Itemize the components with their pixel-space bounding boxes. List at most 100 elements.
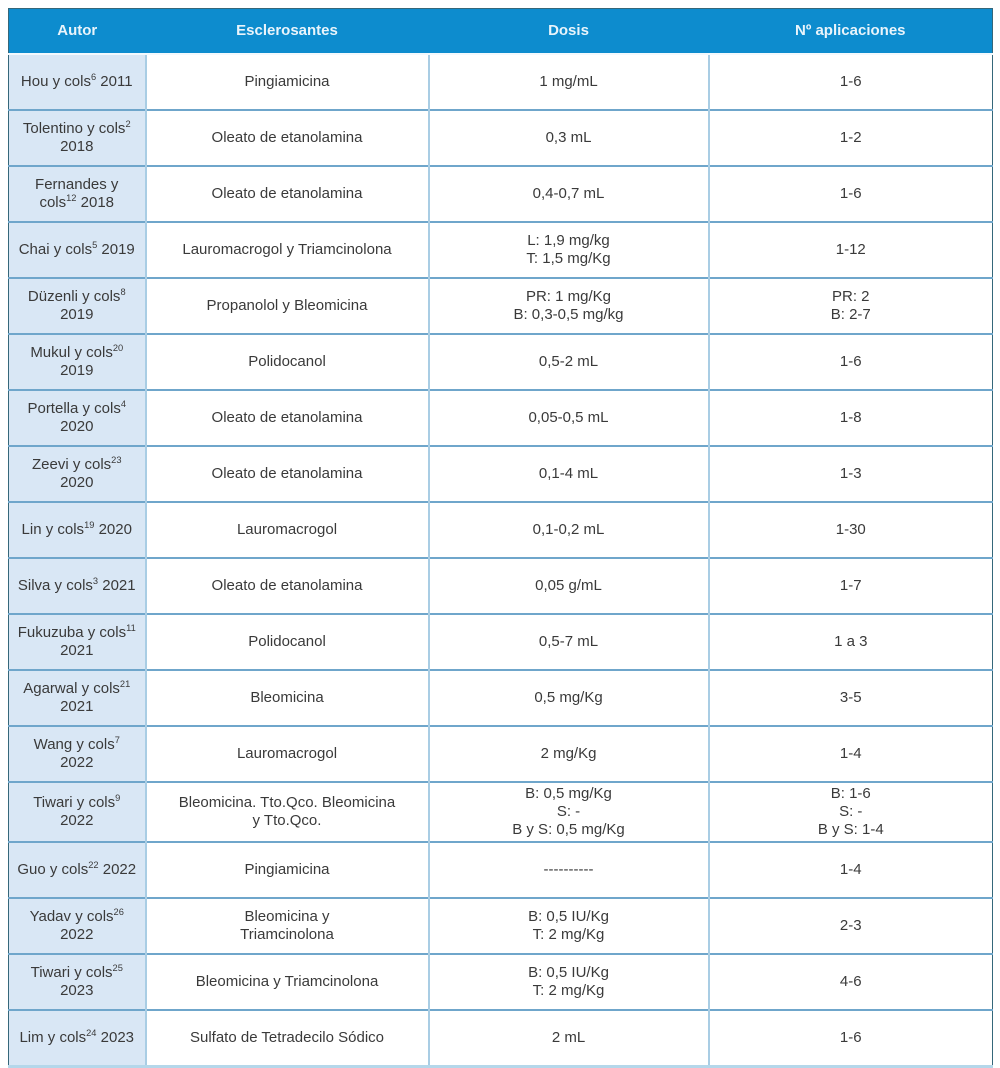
- dose-cell: B: 0,5 IU/Kg T: 2 mg/Kg: [427, 953, 709, 1010]
- dose-cell: 2 mg/Kg: [427, 725, 709, 782]
- reference-superscript: 23: [111, 455, 122, 465]
- sclerosant-cell: Lauromacrogol: [144, 725, 429, 782]
- table-row: Hou y cols6 2011 Pingiamicina 1 mg/mL 1-6: [8, 54, 993, 110]
- dose-cell: 0,5-7 mL: [427, 613, 709, 670]
- sclerosant-cell: Lauromacrogol: [144, 501, 429, 558]
- applications-cell: 1 a 3: [707, 613, 993, 670]
- author-year: 2020: [98, 521, 132, 538]
- table-row: Yadav y cols26 2022 Bleomicina y Triamcin…: [8, 897, 993, 954]
- author-year: 2023: [60, 982, 94, 999]
- author-cell: Silva y cols3 2021: [8, 557, 146, 614]
- reference-superscript: 19: [84, 520, 95, 530]
- applications-cell: 1-6: [707, 165, 993, 222]
- dose-cell: 0,5-2 mL: [427, 333, 709, 390]
- sclerosant-cell: Bleomicina y Triamcinolona: [144, 953, 429, 1010]
- reference-superscript: 11: [126, 623, 136, 633]
- dose-cell: 0,5 mg/Kg: [427, 669, 709, 726]
- table-header-row: Autor Esclerosantes Dosis Nº aplicacione…: [8, 8, 993, 55]
- table-row: Guo y cols22 2022 Pingiamicina ---------- 1…: [8, 841, 993, 898]
- author-name: Lim y cols: [19, 1029, 87, 1046]
- author-name: Lin y cols: [21, 521, 85, 538]
- sclerosant-cell: Polidocanol: [144, 333, 429, 390]
- author-name: Portella y cols: [27, 400, 121, 417]
- reference-superscript: 2: [125, 119, 131, 129]
- author-cell: Yadav y cols26 2022: [8, 897, 146, 954]
- sclerosant-cell: Propanolol y Bleomicina: [144, 277, 429, 334]
- applications-cell: 1-4: [707, 725, 993, 782]
- applications-cell: 2-3: [707, 897, 993, 954]
- author-year: 2019: [101, 241, 135, 258]
- sclerosant-cell: Bleomicina. Tto.Qco. Bleomicina y Tto.Qc…: [144, 781, 429, 842]
- table-row: Lin y cols19 2020 Lauromacrogol 0,1-0,2 mL…: [8, 501, 993, 558]
- reference-superscript: 6: [90, 72, 97, 82]
- reference-superscript: 24: [86, 1028, 97, 1038]
- applications-cell: 1-6: [707, 333, 993, 390]
- author-cell: Hou y cols6 2011: [8, 54, 146, 110]
- author-cell: Guo y cols22 2022: [8, 841, 146, 898]
- sclerosant-cell: Oleato de etanolamina: [144, 445, 429, 502]
- table-body: Hou y cols6 2011 Pingiamicina 1 mg/mL 1-6 To…: [8, 54, 993, 1067]
- reference-superscript: 8: [120, 287, 126, 297]
- author-name: Yadav y cols: [29, 908, 114, 925]
- reference-superscript: 7: [114, 735, 120, 745]
- author-year: 2021: [60, 642, 94, 659]
- author-cell: Fukuzuba y cols11 2021: [8, 613, 146, 670]
- author-name: Tiwari y cols: [30, 964, 113, 981]
- dose-cell: B: 0,5 IU/Kg T: 2 mg/Kg: [427, 897, 709, 954]
- table-row: Fukuzuba y cols11 2021 Polidocanol 0,5-7 m…: [8, 613, 993, 670]
- author-name: Fernandes y cols: [35, 176, 119, 211]
- applications-cell: 1-8: [707, 389, 993, 446]
- table-row: Chai y cols5 2019 Lauromacrogol y Triamci…: [8, 221, 993, 278]
- author-year: 2022: [60, 926, 94, 943]
- author-name: Guo y cols: [17, 861, 89, 878]
- author-cell: Zeevi y cols23 2020: [8, 445, 146, 502]
- dose-cell: 2 mL: [427, 1009, 709, 1067]
- applications-cell: 3-5: [707, 669, 993, 726]
- dose-cell: 0,1-4 mL: [427, 445, 709, 502]
- applications-cell: 1-12: [707, 221, 993, 278]
- author-cell: Tolentino y cols2 2018: [8, 109, 146, 166]
- author-cell: Lim y cols24 2023: [8, 1009, 146, 1067]
- author-year: 2021: [60, 698, 94, 715]
- table-row: Tiwari y cols25 2023 Bleomicina y Triamci…: [8, 953, 993, 1010]
- header-autor: Autor: [8, 8, 146, 55]
- author-year: 2020: [60, 418, 94, 435]
- author-name: Düzenli y cols: [27, 288, 121, 305]
- dose-cell: ----------: [427, 841, 709, 898]
- sclerosant-cell: Oleato de etanolamina: [144, 109, 429, 166]
- reference-superscript: 25: [112, 963, 123, 973]
- sclerotherapy-studies-table: Autor Esclerosantes Dosis Nº aplicacione…: [8, 8, 993, 1068]
- table-row: Tiwari y cols9 2022 Bleomicina. Tto.Qco. …: [8, 781, 993, 842]
- table-row: Tolentino y cols2 2018 Oleato de etanolam…: [8, 109, 993, 166]
- author-year: 2022: [102, 861, 137, 878]
- author-cell: Fernandes y cols12 2018: [8, 165, 146, 222]
- table-row: Portella y cols4 2020 Oleato de etanolami…: [8, 389, 993, 446]
- table-row: Zeevi y cols23 2020 Oleato de etanolamina…: [8, 445, 993, 502]
- author-year: 2019: [60, 362, 94, 379]
- author-name: Silva y cols: [17, 577, 93, 594]
- author-year: 2011: [100, 73, 133, 90]
- sclerosant-cell: Polidocanol: [144, 613, 429, 670]
- sclerosant-cell: Oleato de etanolamina: [144, 165, 429, 222]
- table-row: Düzenli y cols8 2019 Propanolol y Bleomic…: [8, 277, 993, 334]
- sclerosant-cell: Oleato de etanolamina: [144, 389, 429, 446]
- sclerosant-cell: Lauromacrogol y Triamcinolona: [144, 221, 429, 278]
- author-cell: Mukul y cols20 2019: [8, 333, 146, 390]
- reference-superscript: 5: [92, 240, 98, 250]
- dose-cell: 0,05-0,5 mL: [427, 389, 709, 446]
- author-year: 2018: [60, 138, 94, 155]
- author-year: 2021: [102, 577, 136, 594]
- author-year: 2020: [60, 474, 94, 491]
- dose-cell: B: 0,5 mg/Kg S: - B y S: 0,5 mg/Kg: [427, 781, 709, 842]
- author-cell: Wang y cols7 2022: [8, 725, 146, 782]
- author-cell: Lin y cols19 2020: [8, 501, 146, 558]
- reference-superscript: 22: [88, 860, 99, 870]
- sclerosant-cell: Bleomicina y Triamcinolona: [144, 897, 429, 954]
- author-name: Chai y cols: [18, 241, 93, 258]
- dose-cell: 0,3 mL: [427, 109, 709, 166]
- author-name: Zeevi y cols: [31, 456, 112, 473]
- author-name: Agarwal y cols: [23, 680, 120, 697]
- table-row: Fernandes y cols12 2018 Oleato de etanola…: [8, 165, 993, 222]
- dose-cell: 0,1-0,2 mL: [427, 501, 709, 558]
- applications-cell: 1-2: [707, 109, 993, 166]
